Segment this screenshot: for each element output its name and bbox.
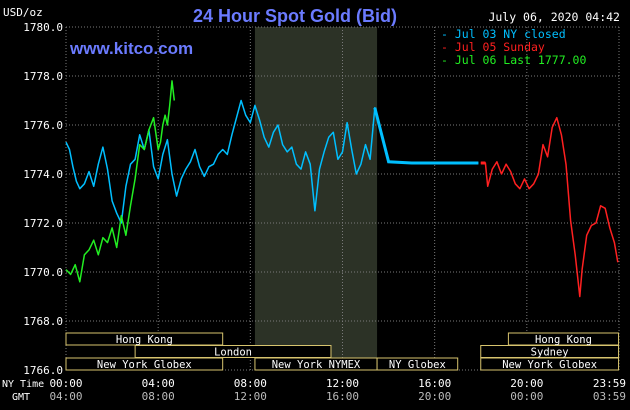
y-tick-label: 1770.0 — [23, 266, 63, 279]
y-axis-ticks: 1780.0 1778.0 1776.0 1774.0 1772.0 1770.0 1768… — [23, 21, 63, 377]
website-link[interactable]: www.kitco.com — [69, 39, 193, 58]
x-tick-label-ny: 00:00 — [49, 377, 82, 390]
series-closed-segment — [373, 107, 479, 165]
x-tick-label-ny: 12:00 — [326, 377, 359, 390]
session-label: Hong Kong — [116, 334, 173, 346]
legend-item: - Jul 03 NY closed — [441, 27, 566, 41]
session-box — [65, 357, 224, 371]
x-tick-label-gmt: 00:00 — [510, 390, 543, 403]
x-tick-label-gmt: 16:00 — [326, 390, 359, 403]
chart-legend: - Jul 03 NY closed- Jul 05 Sunday- Jul 0… — [441, 27, 586, 67]
x-tick-label-ny: 20:00 — [510, 377, 543, 390]
x-tick-label-gmt: 12:00 — [234, 390, 267, 403]
chart-title: 24 Hour Spot Gold (Bid) — [193, 6, 397, 26]
x-tick-label-ny: 08:00 — [234, 377, 267, 390]
session-label: New York Globex — [502, 359, 597, 371]
y-tick-label: 1780.0 — [23, 21, 63, 34]
y-tick-label: 1766.0 — [23, 364, 63, 377]
session-label: New York Globex — [97, 359, 192, 371]
x-tick-label-ny: 04:00 — [142, 377, 175, 390]
y-tick-label: 1768.0 — [23, 315, 63, 328]
session-label: Sydney — [531, 347, 569, 359]
y-axis-unit: USD/oz — [3, 6, 43, 19]
chart-datetime: July 06, 2020 04:42 — [488, 10, 620, 24]
y-tick-label: 1778.0 — [23, 70, 63, 83]
session-label: NY Globex — [389, 359, 446, 371]
x-tick-label-ny: 23:59 — [593, 377, 626, 390]
x-tick-label-ny: 16:00 — [418, 377, 451, 390]
x-tick-label-gmt: 20:00 — [418, 390, 451, 403]
legend-item: - Jul 05 Sunday — [441, 40, 545, 54]
x-axis-ticks: 00:00 04:00 08:00 12:00 16:00 20:00 23:5904:00… — [49, 377, 626, 403]
price-series — [65, 80, 619, 298]
session-box — [134, 345, 332, 358]
x-tick-label-gmt: 08:00 — [142, 390, 175, 403]
series-line — [480, 116, 619, 298]
ny-time-label: NY Time — [2, 379, 44, 390]
session-box — [376, 357, 459, 371]
session-label: New York NYMEX — [272, 359, 361, 371]
x-tick-label-gmt: 04:00 — [49, 390, 82, 403]
session-box — [480, 357, 620, 371]
session-label: London — [214, 347, 252, 359]
y-tick-label: 1772.0 — [23, 217, 63, 230]
gmt-label: GMT — [12, 392, 30, 403]
y-tick-label: 1776.0 — [23, 119, 63, 132]
x-tick-label-gmt: 03:59 — [593, 390, 626, 403]
session-label: Hong Kong — [535, 334, 592, 346]
series-line — [65, 99, 479, 224]
legend-item: - Jul 06 Last 1777.00 — [441, 53, 586, 67]
y-tick-label: 1774.0 — [23, 168, 63, 181]
series-line — [65, 80, 176, 283]
